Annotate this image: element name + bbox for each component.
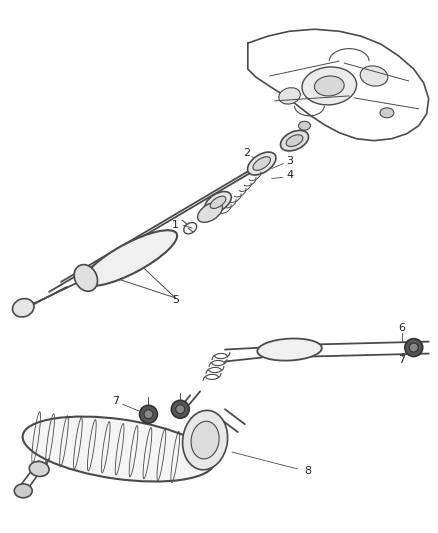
Ellipse shape [257, 338, 322, 361]
Ellipse shape [360, 66, 388, 86]
Ellipse shape [302, 67, 357, 105]
Ellipse shape [286, 135, 303, 147]
Ellipse shape [140, 405, 157, 423]
Ellipse shape [253, 157, 271, 171]
Ellipse shape [176, 405, 185, 414]
Ellipse shape [74, 264, 98, 291]
Ellipse shape [13, 298, 34, 317]
Ellipse shape [210, 196, 226, 208]
Text: 7: 7 [112, 397, 119, 406]
Ellipse shape [14, 484, 32, 498]
Ellipse shape [198, 202, 223, 222]
Ellipse shape [171, 400, 189, 418]
Text: 4: 4 [286, 171, 293, 181]
Ellipse shape [29, 462, 49, 477]
Ellipse shape [23, 417, 215, 481]
Ellipse shape [205, 191, 231, 213]
Ellipse shape [405, 338, 423, 357]
Text: 3: 3 [286, 156, 293, 166]
Ellipse shape [279, 88, 300, 104]
Text: 2: 2 [243, 148, 251, 158]
Ellipse shape [314, 76, 344, 96]
Ellipse shape [84, 230, 177, 286]
Text: 8: 8 [304, 466, 311, 476]
Ellipse shape [280, 131, 308, 151]
Text: 6: 6 [398, 322, 405, 333]
Ellipse shape [247, 152, 276, 175]
Ellipse shape [380, 108, 394, 118]
Ellipse shape [144, 410, 153, 419]
Ellipse shape [191, 421, 219, 459]
Ellipse shape [298, 122, 311, 130]
Text: 5: 5 [172, 295, 179, 305]
Text: 7: 7 [398, 354, 406, 365]
Ellipse shape [183, 410, 228, 470]
Text: 1: 1 [172, 220, 179, 230]
Ellipse shape [409, 343, 418, 352]
